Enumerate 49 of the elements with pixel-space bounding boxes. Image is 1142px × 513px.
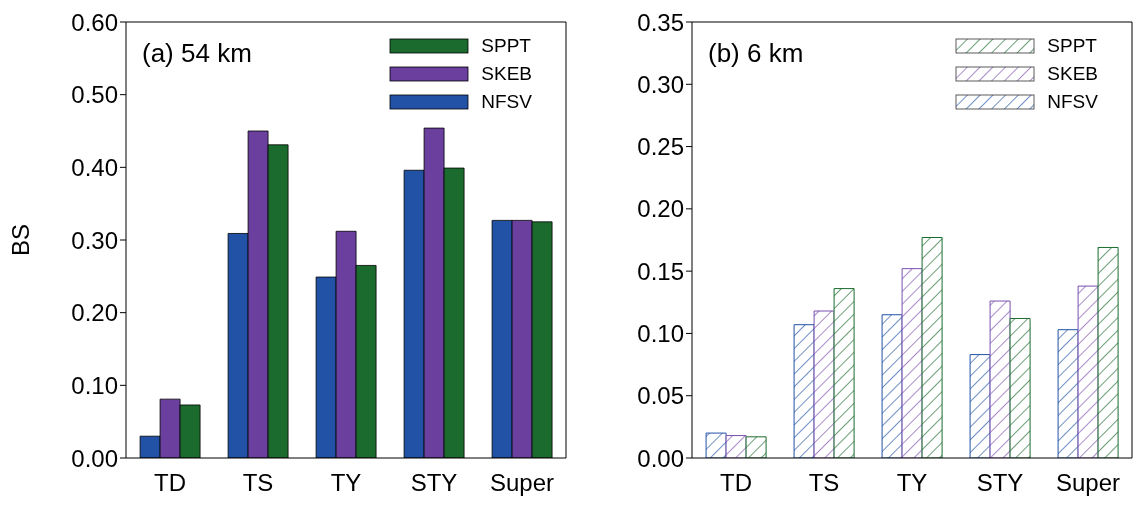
bar xyxy=(705,432,727,458)
x-tick-label: STY xyxy=(976,469,1024,497)
y-axis-title: BS xyxy=(6,223,34,257)
y-tick-label: 0.25 xyxy=(637,133,684,161)
bar xyxy=(969,354,991,458)
bar xyxy=(1057,329,1079,458)
bar xyxy=(745,436,767,458)
legend-label: NFSV xyxy=(481,91,532,113)
y-tick-label: 0.10 xyxy=(637,319,684,347)
y-tick-label: 0.05 xyxy=(637,382,684,410)
bar xyxy=(793,324,815,458)
bar xyxy=(813,310,835,458)
bar xyxy=(989,300,1011,458)
legend-label: SPPT xyxy=(1047,35,1097,57)
x-tick-label: TD xyxy=(154,469,186,497)
y-tick-label: 0.40 xyxy=(71,153,118,181)
text: (b) 6 km xyxy=(708,38,804,69)
y-tick-label: 0.30 xyxy=(71,226,118,254)
text: (a) 54 km xyxy=(142,38,252,69)
y-tick-label: 0.10 xyxy=(71,371,118,399)
x-tick-label: TS xyxy=(242,469,274,497)
bar xyxy=(881,314,903,458)
y-tick-label: 0.20 xyxy=(637,195,684,223)
x-tick-label: TY xyxy=(330,469,362,497)
x-tick-label: TS xyxy=(808,469,840,497)
y-tick-label: 0.50 xyxy=(71,81,118,109)
bar xyxy=(833,288,855,458)
y-tick-label: 0.35 xyxy=(637,8,684,36)
x-tick-label: Super xyxy=(1055,469,1121,497)
legend-label: NFSV xyxy=(1047,91,1098,113)
y-tick-label: 0.00 xyxy=(637,444,684,472)
x-tick-label: TY xyxy=(896,469,928,497)
bar xyxy=(1097,246,1119,458)
legend-label: SPPT xyxy=(481,35,531,57)
x-tick-label: TD xyxy=(720,469,752,497)
y-tick-label: 0.15 xyxy=(637,257,684,285)
bar xyxy=(1009,317,1031,458)
bar xyxy=(901,268,923,458)
y-tick-label: 0.60 xyxy=(71,8,118,36)
legend-label: SKEB xyxy=(1047,63,1098,85)
bar xyxy=(1077,285,1099,458)
y-tick-label: 0.20 xyxy=(71,299,118,327)
legend-label: SKEB xyxy=(481,63,532,85)
bar xyxy=(725,435,747,458)
x-tick-label: Super xyxy=(489,469,555,497)
bar xyxy=(921,237,943,458)
y-tick-label: 0.00 xyxy=(71,444,118,472)
x-tick-label: STY xyxy=(410,469,458,497)
y-tick-label: 0.30 xyxy=(637,70,684,98)
